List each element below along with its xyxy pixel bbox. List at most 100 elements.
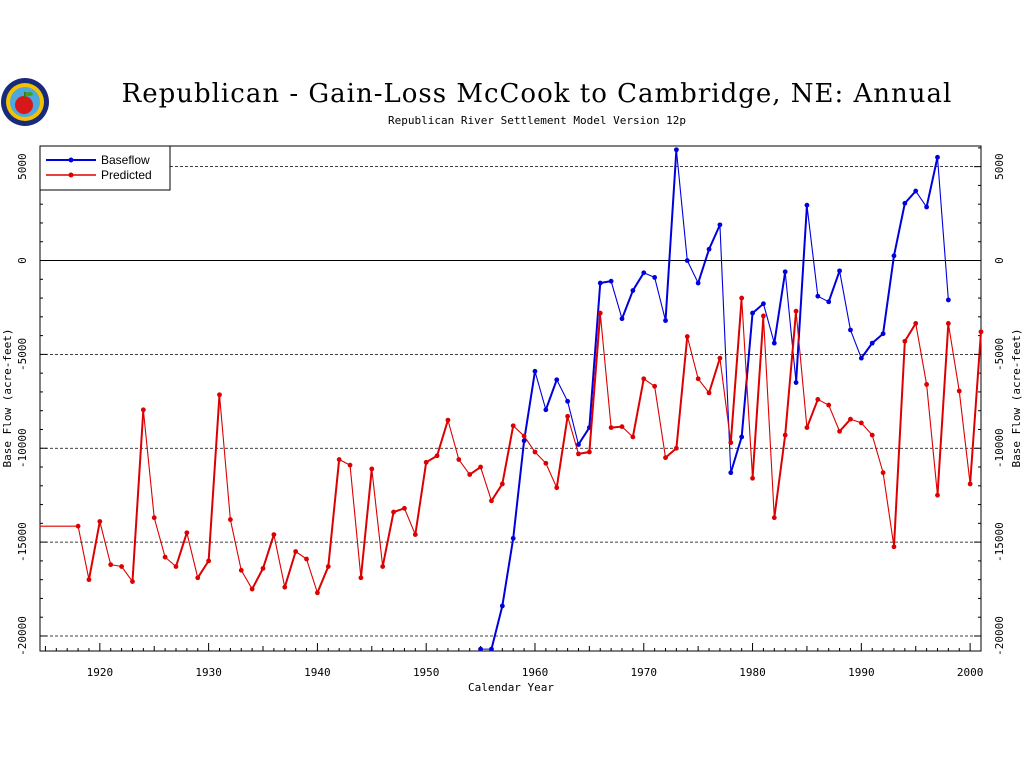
series-segment-predicted [273,534,286,588]
series-segment-predicted [805,398,819,429]
data-point-baseflow [945,297,951,303]
data-point-baseflow [499,603,505,609]
series-segment-predicted [958,390,971,485]
data-point-predicted [869,432,875,438]
y-tick-label-right: 5000 [993,153,1006,180]
data-point-predicted [293,549,299,554]
series-segment-predicted [77,525,90,581]
series-segment-predicted [903,322,917,343]
data-point-predicted [543,460,549,466]
data-point-predicted [728,440,734,446]
series-segment-predicted [458,458,471,476]
data-point-predicted [532,449,538,455]
data-point-baseflow [804,202,810,208]
data-point-predicted [391,509,396,515]
series-segment-baseflow [795,204,808,384]
series-segment-baseflow [729,435,743,474]
series-segment-predicted [142,409,155,519]
data-point-predicted [206,558,212,564]
data-point-predicted [673,445,679,451]
series-segment-predicted [121,565,134,583]
series-segment-predicted [828,404,841,432]
series-segment-predicted [675,335,689,450]
data-point-predicted [978,329,984,335]
data-point-predicted [804,425,810,430]
data-point-predicted [412,532,418,538]
data-point-predicted [434,453,440,459]
series-segment-predicted [795,310,808,429]
chart-subtitle: Republican River Settlement Model Versio… [388,114,686,127]
data-point-baseflow [848,327,853,333]
agency-logo [1,78,49,126]
series-segment-predicted [860,422,873,436]
series-segment-baseflow [882,254,895,335]
data-point-predicted [380,564,386,569]
legend-label-predicted: Predicted [101,168,152,182]
y-tick-label-right: -5000 [993,338,1006,371]
data-point-baseflow [935,154,940,160]
series-segment-baseflow [925,156,939,209]
y-tick-label-left: -15000 [16,522,29,562]
data-point-baseflow [608,278,614,284]
data-point-predicted [630,434,636,440]
series-segment-baseflow [892,202,906,257]
legend-marker-baseflow [68,157,74,163]
data-point-baseflow [576,442,581,447]
y-tick-label-right: -20000 [993,616,1006,656]
data-point-predicted [935,492,940,498]
series-segment-predicted [196,559,210,579]
series-segment-predicted [153,517,166,558]
series-segment-predicted [240,569,253,590]
data-point-predicted [75,523,81,529]
series-segment-predicted [936,322,950,497]
series-segment-predicted [555,415,569,489]
series-segment-baseflow [501,537,515,607]
data-point-baseflow [619,316,625,322]
data-point-predicted [315,590,320,596]
data-point-baseflow [641,270,647,276]
series-segment-predicted [381,511,395,568]
legend: Baseflow Predicted [39,145,171,191]
series-segment-baseflow [512,439,526,540]
series-segment-predicted [631,377,645,438]
data-point-baseflow [652,275,658,280]
series-segment-predicted [436,419,449,457]
series-segment-baseflow [523,370,536,442]
data-point-baseflow [880,331,886,337]
data-point-baseflow [478,646,483,652]
series-segment-predicted [588,312,602,454]
data-point-predicted [902,338,908,344]
series-segment-baseflow [686,259,699,284]
series-segment-baseflow [588,282,602,429]
series-segment-baseflow [708,223,721,251]
series-segment-baseflow [740,312,754,438]
data-point-predicted [924,382,930,387]
series-segment-baseflow [915,190,928,208]
data-point-baseflow [782,269,788,275]
data-point-baseflow [913,188,919,194]
series-segment-baseflow [534,370,547,411]
grid [40,166,981,637]
data-point-baseflow [554,377,560,383]
data-point-predicted [260,565,266,571]
data-point-predicted [184,530,190,536]
x-tick-label: 1990 [848,666,875,679]
data-point-baseflow [761,301,766,307]
x-tick-label: 1980 [739,666,766,679]
data-point-baseflow [739,434,745,440]
series-segment-predicted [229,519,242,571]
data-point-predicted [858,420,864,426]
data-point-predicted [162,554,168,560]
series-segment-predicted [915,322,928,385]
data-point-predicted [445,417,451,423]
data-point-baseflow [489,646,494,652]
series-segment-predicted [316,565,330,594]
data-point-predicted [826,402,832,408]
series-segment-predicted [327,458,341,568]
plot-frame [39,145,982,652]
data-point-predicted [97,519,103,524]
data-point-predicted [706,390,712,396]
data-point-baseflow [793,380,799,385]
series-segment-predicted [480,466,493,502]
